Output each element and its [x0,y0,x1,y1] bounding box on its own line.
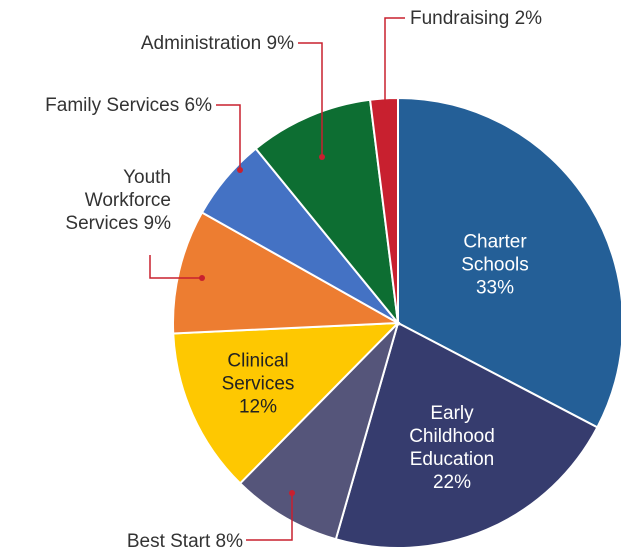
category-label: Clinical Services [221,350,295,395]
slice-label: Administration 9% [74,32,294,55]
slice-label: Charter Schools 33% [445,231,545,300]
value-label: 9% [266,33,294,54]
category-label: Fundraising [410,8,510,29]
leader-line [246,493,293,541]
slice-label: Fundraising 2% [410,7,610,30]
pie-slice [368,96,399,324]
pie-slice [238,322,399,541]
value-label: 12% [238,396,278,418]
category-label: Charter Schools [461,231,529,276]
category-label: Youth Workforce Services [65,167,171,234]
slice-label: Best Start 8% [43,530,243,553]
leader-line [216,104,241,170]
slice-label: Family Services 6% [0,94,212,117]
pie-slice [172,321,401,485]
value-label: 6% [184,95,212,116]
leader-dot [382,107,388,113]
pie-slice [397,96,621,429]
leader-dot [199,275,205,281]
slice-label: Youth Workforce Services 9% [41,166,171,235]
slice-label: Clinical Services 12% [208,350,308,419]
leader-dot [319,154,325,160]
value-label: 33% [475,277,515,299]
value-label: 2% [514,8,543,29]
value-label: 8% [215,531,243,552]
leader-line [149,255,202,279]
leader-line [298,42,323,157]
value-label: 22% [432,472,472,493]
pie-slice [172,211,402,335]
category-label: Family Services [45,95,180,116]
pie-slice [334,321,599,549]
leader-line [384,17,405,110]
leader-dot [237,167,243,173]
leader-dot [289,490,295,496]
pie-slice [254,98,400,327]
category-label: Best Start [126,531,211,552]
category-label: Early Childhood Education [409,403,495,470]
value-label: 9% [143,213,171,234]
slice-label: Early Childhood Education 22% [392,402,512,494]
category-label: Administration [140,33,262,54]
